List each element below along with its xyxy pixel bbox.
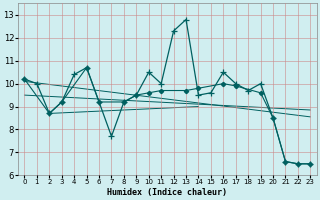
X-axis label: Humidex (Indice chaleur): Humidex (Indice chaleur) xyxy=(108,188,228,197)
